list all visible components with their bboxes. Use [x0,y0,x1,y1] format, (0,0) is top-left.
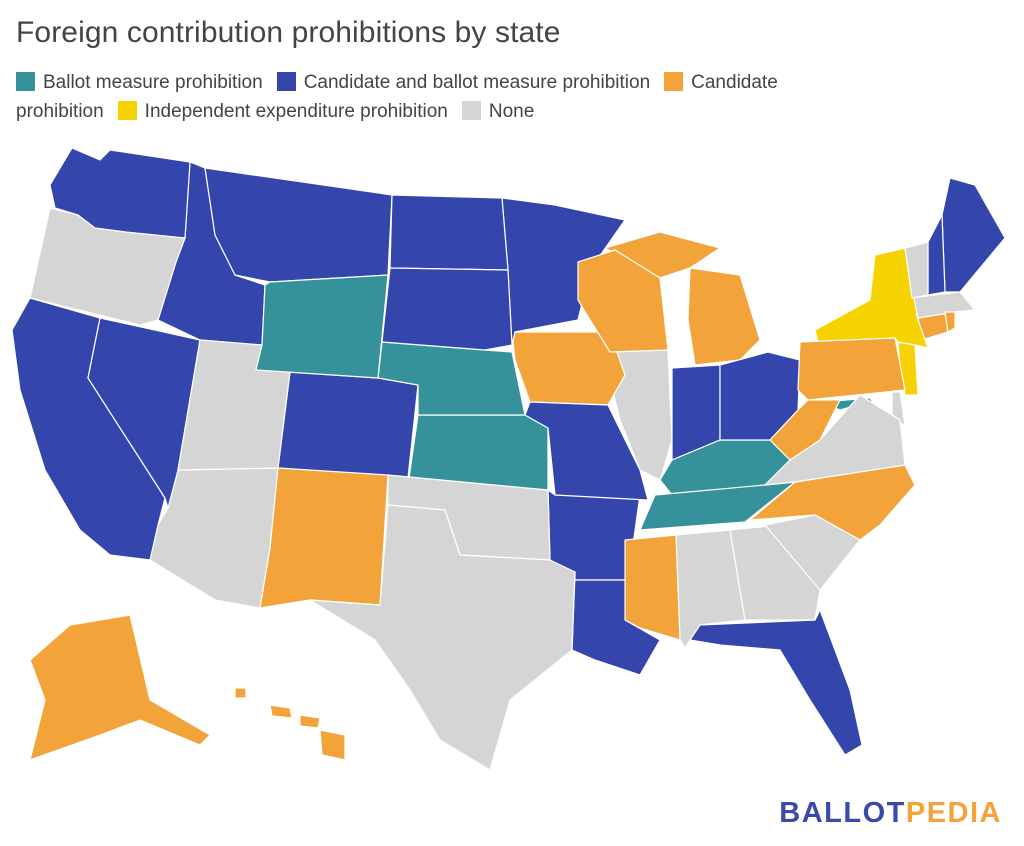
state-nebraska [377,341,526,416]
logo-text-pedia: PEDIA [905,797,1002,829]
state-rhode-island [944,311,956,333]
state-texas [309,504,576,770]
logo-text-ballot: BALLOT [779,797,906,829]
state-mississippi [624,534,681,641]
state-west-virginia [769,399,841,461]
legend-label: Candidate prohibition [16,72,778,122]
legend-item: None [461,101,535,122]
state-washington [49,147,191,239]
state-pennsylvania [797,337,906,401]
state-colorado [277,371,419,479]
state-vermont [904,241,929,299]
map-title: Foreign contribution prohibitions by sta… [16,16,561,49]
legend-swatch [117,101,137,120]
legend-item: Candidate and ballot measure prohibition [276,72,651,93]
state-south-carolina [764,514,861,591]
state-hawaii [234,687,346,761]
legend-item: Ballot measure prohibition [16,72,263,93]
legend-swatch [664,72,684,91]
legend-label: None [488,101,535,122]
state-alaska [29,614,211,761]
state-new-mexico [259,467,389,609]
legend-label: Candidate and ballot measure prohibition [303,72,651,93]
legend-swatch [276,72,296,91]
ballotpedia-logo: BALLOTPEDIA [779,797,1002,830]
state-wisconsin [577,249,669,353]
legend-item: Independent expenditure prohibition [117,101,448,122]
state-north-carolina [749,464,916,541]
legend-swatch [461,101,481,120]
legend: Ballot measure prohibition Candidate and … [16,68,836,126]
state-tennessee [639,481,796,531]
state-new-hampshire [927,214,946,296]
legend-swatch [16,72,35,91]
state-south-dakota [381,267,513,351]
state-missouri [524,401,649,501]
state-florida [689,609,863,756]
state-north-dakota [389,194,509,271]
legend-item: Candidate prohibition [16,72,778,122]
legend-label: Ballot measure prohibition [43,72,263,93]
state-maine [941,177,1006,293]
legend-label: Independent expenditure prohibition [144,101,448,122]
state-wyoming [255,274,389,379]
us-map [11,147,1006,770]
state-montana [204,167,393,283]
